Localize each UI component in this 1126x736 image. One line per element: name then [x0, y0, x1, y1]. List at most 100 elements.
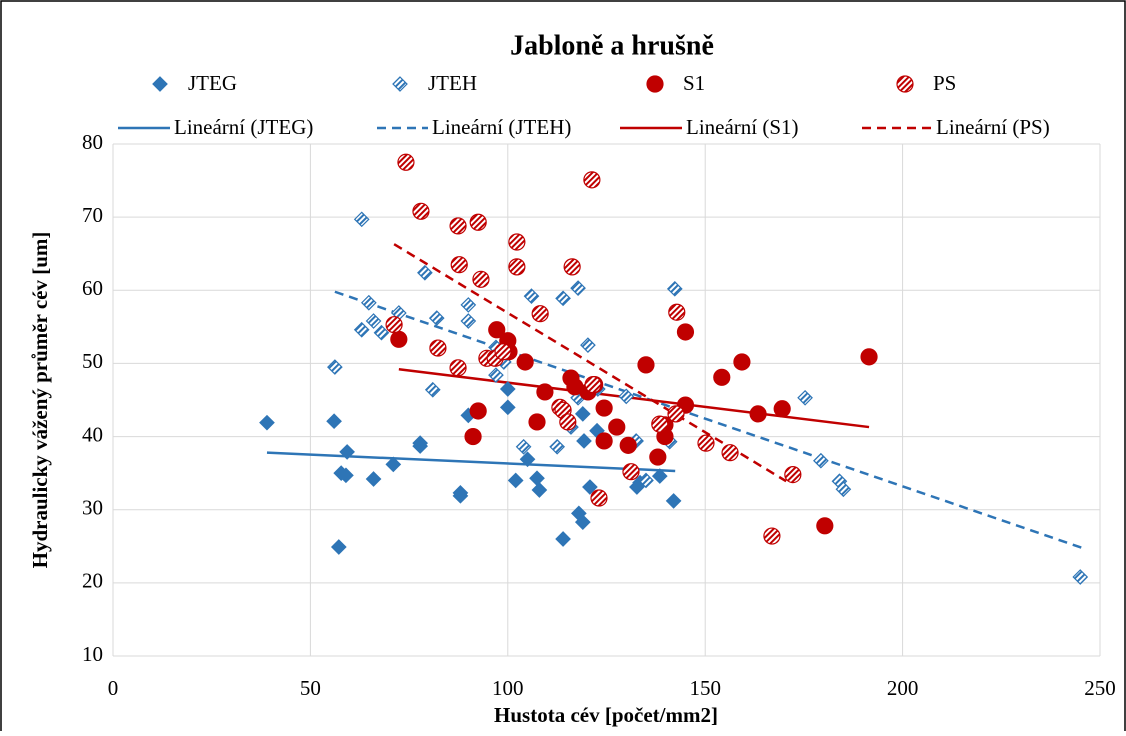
point: [583, 171, 601, 189]
point: [417, 264, 433, 281]
point: [327, 359, 343, 375]
point: [449, 217, 467, 235]
point: [390, 330, 408, 348]
point: [649, 448, 667, 466]
point: [797, 389, 813, 406]
legend-label: S1: [683, 71, 705, 95]
point: [531, 305, 549, 323]
y-tick-label: 20: [82, 569, 103, 593]
point: [429, 339, 447, 357]
point: [360, 294, 377, 311]
point: [519, 451, 536, 468]
point: [365, 471, 382, 487]
point: [428, 310, 445, 326]
x-tick-label: 150: [689, 676, 721, 700]
point: [472, 270, 490, 288]
legend-label: JTEH: [428, 71, 477, 95]
point: [488, 367, 504, 383]
point: [733, 353, 751, 371]
point: [330, 539, 347, 555]
point: [469, 402, 487, 420]
point: [515, 438, 532, 455]
legend-marker: [152, 76, 168, 92]
point: [860, 348, 878, 366]
point: [469, 213, 487, 231]
legend-label: PS: [933, 71, 956, 95]
point: [816, 517, 834, 535]
point: [464, 427, 482, 446]
point: [326, 413, 342, 430]
point: [676, 323, 695, 341]
point: [608, 418, 626, 436]
y-tick-label: 80: [82, 130, 103, 154]
point: [619, 436, 637, 454]
point: [353, 321, 370, 338]
point: [580, 337, 596, 353]
point: [385, 316, 403, 334]
point: [373, 324, 390, 341]
y-tick-label: 30: [82, 496, 103, 520]
legend-label: Lineární (JTEG): [174, 115, 313, 139]
point: [412, 202, 430, 220]
legend-label: Lineární (PS): [936, 115, 1050, 139]
point: [576, 433, 592, 449]
point: [595, 399, 613, 417]
point: [570, 280, 586, 296]
point: [713, 368, 731, 386]
point: [460, 297, 477, 313]
x-tick-label: 250: [1084, 676, 1116, 700]
point: [763, 527, 781, 545]
point: [618, 388, 635, 405]
point: [563, 258, 581, 276]
point: [499, 381, 516, 397]
x-tick-label: 0: [108, 676, 119, 700]
point: [499, 399, 516, 416]
point: [516, 353, 534, 371]
point: [450, 256, 468, 274]
y-tick-label: 10: [82, 642, 103, 666]
legend-marker: [896, 75, 914, 93]
point: [590, 489, 608, 507]
point: [397, 153, 415, 171]
y-tick-label: 70: [82, 203, 103, 227]
point: [523, 288, 540, 304]
point: [667, 405, 685, 423]
y-tick-label: 60: [82, 276, 103, 300]
point: [813, 452, 829, 469]
point: [835, 481, 852, 498]
point: [749, 405, 767, 423]
point: [412, 438, 429, 454]
point: [424, 381, 441, 398]
point: [582, 479, 598, 495]
legend-marker: [392, 76, 408, 92]
point: [549, 438, 565, 455]
point: [449, 359, 467, 377]
point: [638, 472, 654, 489]
point: [668, 303, 686, 321]
x-tick-label: 50: [300, 676, 321, 700]
point: [637, 356, 655, 374]
point: [338, 467, 354, 484]
point: [665, 493, 682, 509]
point: [536, 383, 554, 401]
legend-label: Lineární (JTEH): [432, 115, 571, 139]
point: [697, 434, 715, 452]
point: [651, 415, 669, 433]
point: [555, 290, 571, 307]
point: [353, 211, 370, 228]
point: [584, 376, 602, 394]
point: [666, 280, 683, 297]
point: [595, 432, 613, 450]
point: [574, 514, 591, 530]
point: [773, 400, 791, 418]
point: [574, 406, 591, 422]
point: [494, 343, 512, 361]
x-axis-title: Hustota cév [počet/mm2]: [494, 703, 718, 727]
point: [559, 413, 577, 431]
point: [721, 444, 739, 462]
point: [488, 321, 506, 339]
y-axis-title: Hydraulicky vážený průměr cév [um]: [28, 232, 52, 569]
trendline: [266, 451, 676, 473]
